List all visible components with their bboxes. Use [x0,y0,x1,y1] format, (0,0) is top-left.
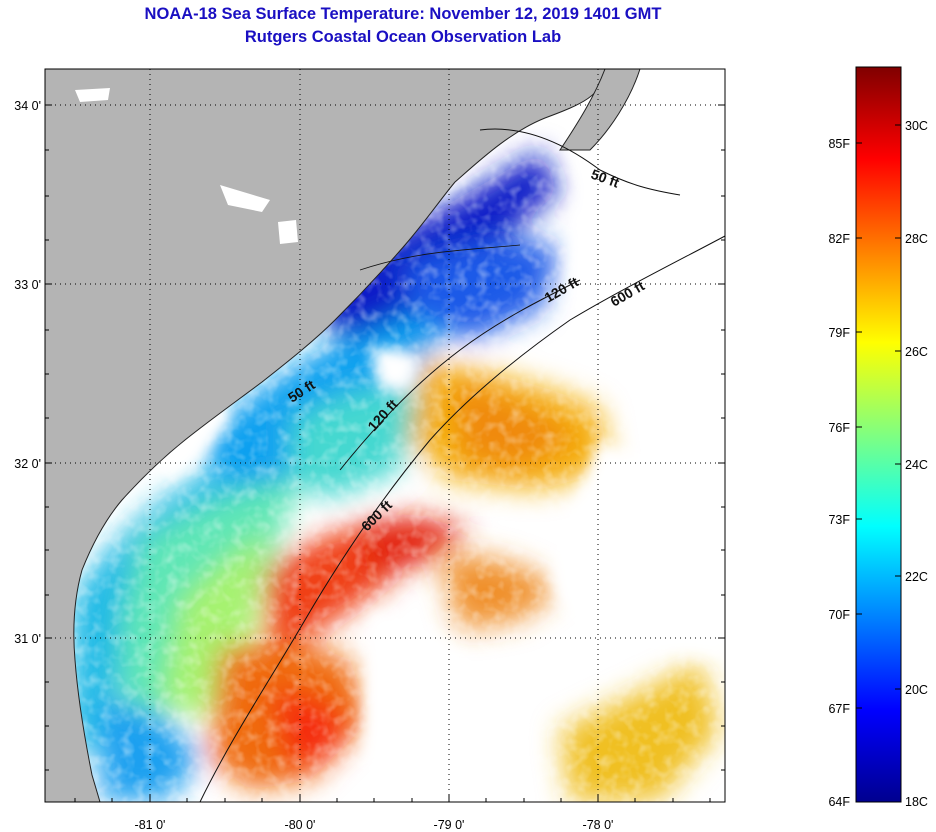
lon-label: -78 0' [583,818,614,832]
lat-label: 32 0' [14,457,41,471]
colorbar-c-label: 20C [905,683,928,697]
land-mass [45,69,606,802]
colorbar-f-label: 73F [828,513,850,527]
isobath-600ft [199,235,725,802]
inland-lake [220,185,270,212]
colorbar-c-label: 30C [905,119,928,133]
lat-label: 34 0' [14,99,41,113]
colorbar-c-label: 26C [905,345,928,359]
lon-label: -81 0' [135,818,166,832]
colorbar-f-label: 76F [828,421,850,435]
isobath-120ft [339,279,581,471]
colorbar-c-label: 18C [905,795,928,809]
map-ticks [45,104,725,802]
map-title: NOAA-18 Sea Surface Temperature: Novembe… [144,5,662,23]
lon-label: -79 0' [434,818,465,832]
colorbar-f-label: 64F [828,795,850,809]
colorbar-ticks [856,124,901,709]
lat-label: 33 0' [14,278,41,292]
inland-lake [278,220,298,244]
colorbar-f-label: 67F [828,702,850,716]
isobath-50ft [479,128,681,196]
isobath-50ft [359,244,521,271]
cape-land [559,69,641,151]
colorbar-f-label: 70F [828,608,850,622]
colorbar-f-label: 79F [828,326,850,340]
colorbar-c-label: 24C [905,458,928,472]
colorbar-f-label: 82F [828,232,850,246]
map-panel: 50 ft 50 ft 120 ft 120 ft 600 ft 600 ft [45,69,725,802]
map-frame [44,68,726,803]
lon-label: -80 0' [285,818,316,832]
graticule [45,69,725,802]
colorbar-f-label: 85F [828,137,850,151]
inland-lake [75,88,110,102]
map-subtitle: Rutgers Coastal Ocean Observation Lab [244,28,562,46]
colorbar-c-label: 28C [905,232,928,246]
colorbar [855,66,902,803]
lat-label: 31 0' [14,632,41,646]
colorbar-c-label: 22C [905,570,928,584]
